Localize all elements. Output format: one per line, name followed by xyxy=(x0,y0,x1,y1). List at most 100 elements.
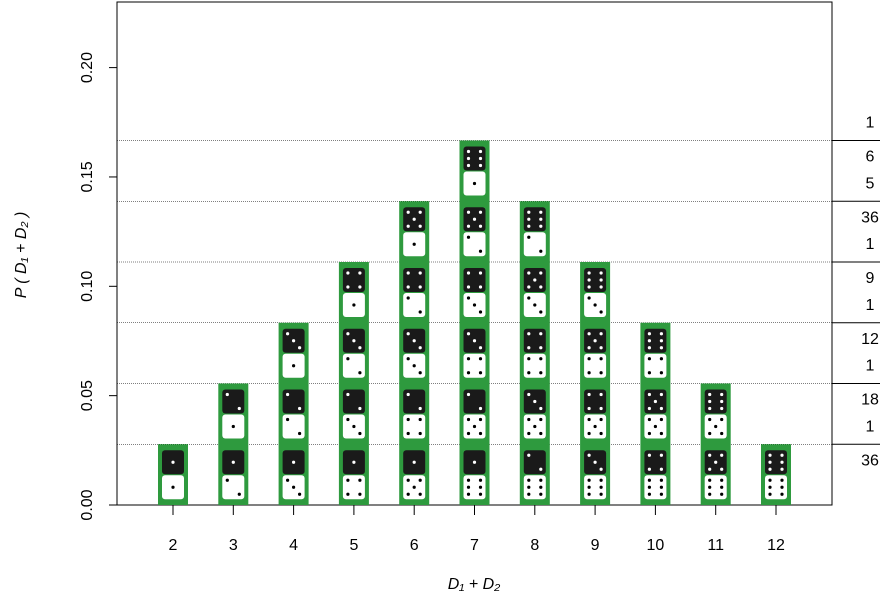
pip xyxy=(648,332,651,335)
x-tick-label: 9 xyxy=(591,537,600,554)
pip xyxy=(413,218,416,221)
pip xyxy=(346,393,349,396)
domino-half xyxy=(343,354,365,378)
pip xyxy=(768,461,771,464)
pip xyxy=(720,493,723,496)
pip xyxy=(533,425,536,428)
pip xyxy=(358,432,361,435)
pip xyxy=(479,479,482,482)
pip xyxy=(654,400,657,403)
pip xyxy=(720,486,723,489)
pip xyxy=(594,339,597,342)
pip xyxy=(346,479,349,482)
domino-half xyxy=(222,390,244,414)
x-axis-label: D₁ + D₂ xyxy=(448,576,501,593)
pip xyxy=(660,479,663,482)
pip xyxy=(780,468,783,471)
pip xyxy=(720,393,723,396)
pip xyxy=(588,285,591,288)
pip xyxy=(708,432,711,435)
pip xyxy=(648,371,651,374)
pip xyxy=(413,339,416,342)
pip xyxy=(768,468,771,471)
domino-half xyxy=(464,390,486,414)
domino-half xyxy=(403,390,425,414)
pip xyxy=(232,461,235,464)
pip xyxy=(226,479,229,482)
domino-half xyxy=(524,329,546,353)
domino-half xyxy=(524,475,546,499)
pip xyxy=(358,346,361,349)
y2-tick-numerator: 1 xyxy=(866,236,875,253)
y-tick-label: 0.10 xyxy=(79,271,96,302)
pip xyxy=(467,393,470,396)
pip xyxy=(533,400,536,403)
pip xyxy=(479,357,482,360)
pip xyxy=(346,332,349,335)
pip xyxy=(660,332,663,335)
pip xyxy=(346,418,349,421)
pip xyxy=(600,310,603,313)
pip xyxy=(419,310,422,313)
pip xyxy=(600,278,603,281)
x-tick-label: 2 xyxy=(169,537,178,554)
pip xyxy=(588,493,591,496)
x-tick-label: 7 xyxy=(470,537,479,554)
pip xyxy=(286,332,289,335)
pip xyxy=(479,493,482,496)
pip xyxy=(419,432,422,435)
pip xyxy=(720,468,723,471)
pip xyxy=(648,418,651,421)
pip xyxy=(286,479,289,482)
pip xyxy=(660,407,663,410)
domino-half xyxy=(403,415,425,439)
pip xyxy=(600,432,603,435)
pip xyxy=(407,357,410,360)
pip xyxy=(708,454,711,457)
domino-half xyxy=(464,147,486,171)
pip xyxy=(539,432,542,435)
pip xyxy=(588,479,591,482)
pip xyxy=(479,271,482,274)
pip xyxy=(780,454,783,457)
pip xyxy=(286,393,289,396)
pip xyxy=(407,296,410,299)
domino-half xyxy=(584,268,606,292)
domino-half xyxy=(584,354,606,378)
pip xyxy=(768,486,771,489)
domino-half xyxy=(644,450,666,474)
pip xyxy=(527,371,530,374)
y-tick-label: 0.05 xyxy=(79,380,96,411)
pip xyxy=(594,425,597,428)
pip xyxy=(413,364,416,367)
pip xyxy=(600,468,603,471)
pip xyxy=(527,236,530,239)
pip xyxy=(467,332,470,335)
pip xyxy=(539,346,542,349)
domino-half xyxy=(343,390,365,414)
pip xyxy=(714,425,717,428)
pip xyxy=(407,432,410,435)
pip xyxy=(660,493,663,496)
domino-half xyxy=(644,329,666,353)
pip xyxy=(527,418,530,421)
pip xyxy=(467,225,470,228)
domino-half xyxy=(644,354,666,378)
domino-half xyxy=(403,268,425,292)
pip xyxy=(648,479,651,482)
pip xyxy=(292,461,295,464)
domino-half xyxy=(705,475,727,499)
pip xyxy=(358,407,361,410)
y2-tick-numerator: 1 xyxy=(866,115,875,132)
pip xyxy=(527,393,530,396)
pip xyxy=(419,493,422,496)
pip xyxy=(714,461,717,464)
pip xyxy=(588,486,591,489)
pip xyxy=(539,250,542,253)
pip xyxy=(600,479,603,482)
y-tick-label: 0.15 xyxy=(79,161,96,192)
pip xyxy=(479,157,482,160)
domino-half xyxy=(464,268,486,292)
y-tick-label: 0.20 xyxy=(79,52,96,83)
pip xyxy=(768,454,771,457)
